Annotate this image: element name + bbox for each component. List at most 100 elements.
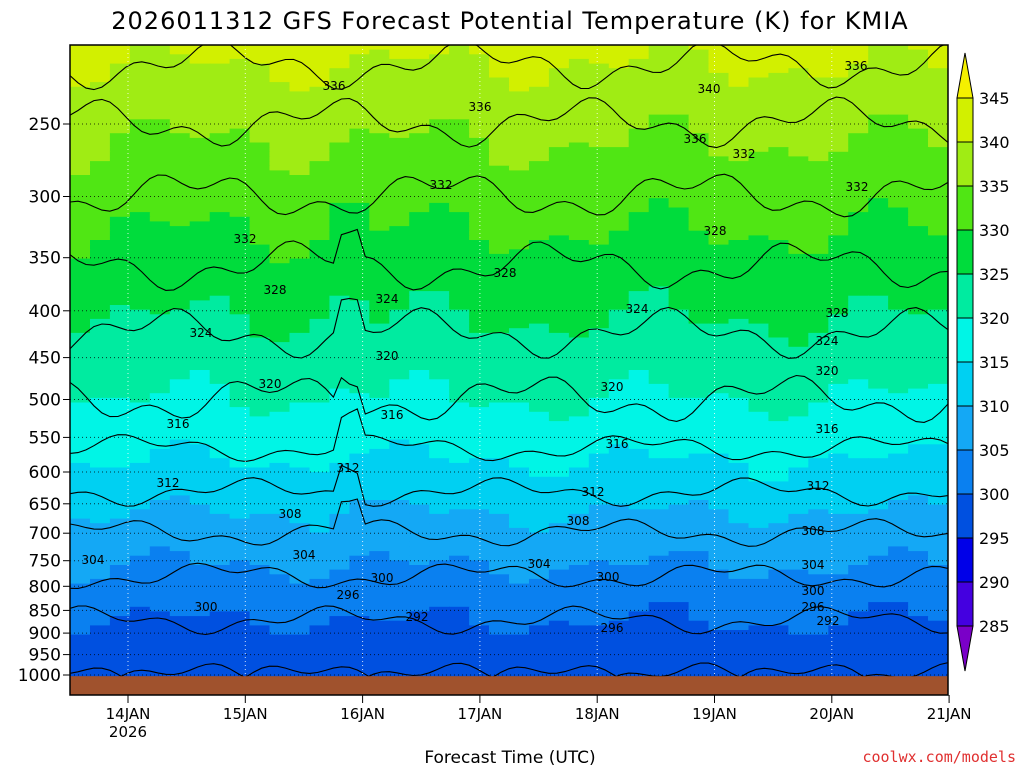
fill-cell xyxy=(209,45,231,51)
fill-cell xyxy=(568,486,590,492)
fill-cell xyxy=(209,147,231,153)
fill-cell xyxy=(269,346,291,352)
fill-cell xyxy=(868,58,889,65)
fill-cell xyxy=(409,170,430,176)
fill-cell xyxy=(169,388,191,394)
fill-cell xyxy=(628,77,650,83)
fill-cell xyxy=(149,532,171,538)
fill-cell xyxy=(209,119,231,125)
fill-cell xyxy=(668,318,690,325)
fill-cell xyxy=(349,421,370,427)
fill-cell xyxy=(309,346,331,352)
fill-cell xyxy=(788,500,809,506)
fill-cell xyxy=(529,133,550,139)
fill-cell xyxy=(229,207,251,213)
fill-cell xyxy=(429,105,450,111)
fill-cell xyxy=(648,560,670,566)
fill-cell xyxy=(129,142,151,148)
fill-cell xyxy=(489,253,510,260)
fill-cell xyxy=(109,430,131,436)
fill-cell xyxy=(529,337,550,343)
fill-cell xyxy=(768,161,789,167)
fill-cell xyxy=(449,240,470,246)
fill-cell xyxy=(269,133,291,139)
fill-cell xyxy=(568,244,590,250)
fill-cell xyxy=(229,328,251,334)
fill-cell xyxy=(728,212,750,218)
fill-cell xyxy=(768,212,789,218)
fill-cell xyxy=(429,416,450,422)
fill-cell xyxy=(808,518,829,524)
fill-cell xyxy=(788,133,809,139)
fill-cell xyxy=(788,328,809,334)
fill-cell xyxy=(708,370,730,376)
fill-cell xyxy=(349,105,370,111)
fill-cell xyxy=(648,513,670,520)
fill-cell xyxy=(648,263,670,269)
fill-cell xyxy=(788,518,809,524)
fill-cell xyxy=(309,54,331,60)
fill-cell xyxy=(169,244,191,250)
fill-cell xyxy=(289,346,311,352)
fill-cell xyxy=(169,198,191,204)
fill-cell xyxy=(169,110,191,116)
fill-cell xyxy=(588,513,610,520)
fill-cell xyxy=(429,133,450,139)
fill-cell xyxy=(708,133,730,139)
fill-cell xyxy=(648,91,670,97)
fill-cell xyxy=(868,263,889,269)
fill-cell xyxy=(868,184,889,190)
fill-cell xyxy=(708,86,730,92)
fill-cell xyxy=(269,188,291,195)
fill-cell xyxy=(928,328,948,334)
fill-cell xyxy=(309,212,331,218)
fill-cell xyxy=(808,365,829,371)
fill-cell xyxy=(708,175,730,181)
fill-cell xyxy=(708,500,730,506)
fill-cell xyxy=(90,546,111,552)
fill-cell xyxy=(269,551,291,557)
fill-cell xyxy=(888,546,909,552)
fill-cell xyxy=(449,156,470,162)
fill-cell xyxy=(329,253,350,260)
fill-cell xyxy=(249,179,271,185)
fill-cell xyxy=(648,305,670,311)
fill-cell xyxy=(588,527,610,534)
fill-cell xyxy=(109,263,131,269)
fill-cell xyxy=(628,500,650,506)
fill-cell xyxy=(249,416,271,422)
fill-cell xyxy=(329,286,350,292)
fill-cell xyxy=(588,388,610,394)
fill-cell xyxy=(269,439,291,445)
fill-cell xyxy=(588,495,610,501)
fill-cell xyxy=(289,309,311,315)
fill-cell xyxy=(109,425,131,431)
fill-cell xyxy=(588,379,610,385)
fill-cell xyxy=(708,202,730,209)
fill-cell xyxy=(409,370,430,376)
fill-cell xyxy=(509,560,530,566)
fill-cell xyxy=(748,198,770,204)
fill-cell xyxy=(90,360,111,366)
fill-cell xyxy=(269,235,291,241)
fill-cell xyxy=(409,300,430,306)
fill-cell xyxy=(369,272,390,278)
fill-cell xyxy=(668,272,690,278)
fill-cell xyxy=(70,137,91,144)
fill-cell xyxy=(289,513,311,520)
fill-cell xyxy=(169,444,191,450)
fill-cell xyxy=(90,253,111,260)
fill-cell xyxy=(329,551,350,557)
fill-cell xyxy=(668,402,690,408)
fill-cell xyxy=(668,235,690,241)
fill-cell xyxy=(469,253,490,260)
fill-cell xyxy=(489,365,510,371)
fill-cell xyxy=(469,504,490,510)
fill-cell xyxy=(588,45,610,51)
fill-cell xyxy=(708,165,730,171)
fill-cell xyxy=(189,416,211,422)
fill-cell xyxy=(628,351,650,357)
fill-cell xyxy=(349,54,370,60)
fill-cell xyxy=(788,156,809,162)
fill-cell xyxy=(90,402,111,408)
